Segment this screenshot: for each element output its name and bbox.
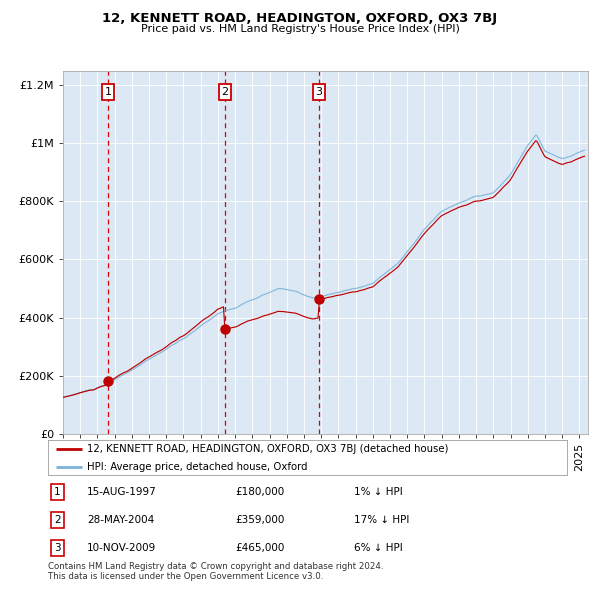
Text: 10-NOV-2009: 10-NOV-2009	[87, 543, 156, 553]
Text: £359,000: £359,000	[235, 515, 284, 525]
Text: 12, KENNETT ROAD, HEADINGTON, OXFORD, OX3 7BJ: 12, KENNETT ROAD, HEADINGTON, OXFORD, OX…	[103, 12, 497, 25]
Text: 15-AUG-1997: 15-AUG-1997	[87, 487, 157, 497]
Text: HPI: Average price, detached house, Oxford: HPI: Average price, detached house, Oxfo…	[87, 462, 307, 472]
Text: 3: 3	[315, 87, 322, 97]
Text: 6% ↓ HPI: 6% ↓ HPI	[354, 543, 403, 553]
Text: Contains HM Land Registry data © Crown copyright and database right 2024.
This d: Contains HM Land Registry data © Crown c…	[48, 562, 383, 581]
Text: 1: 1	[104, 87, 112, 97]
Text: Price paid vs. HM Land Registry's House Price Index (HPI): Price paid vs. HM Land Registry's House …	[140, 24, 460, 34]
Text: 12, KENNETT ROAD, HEADINGTON, OXFORD, OX3 7BJ (detached house): 12, KENNETT ROAD, HEADINGTON, OXFORD, OX…	[87, 444, 448, 454]
Text: £180,000: £180,000	[235, 487, 284, 497]
Text: 28-MAY-2004: 28-MAY-2004	[87, 515, 154, 525]
Text: 1: 1	[54, 487, 61, 497]
Text: 2: 2	[54, 515, 61, 525]
Text: 1% ↓ HPI: 1% ↓ HPI	[354, 487, 403, 497]
Text: 3: 3	[54, 543, 61, 553]
Text: 17% ↓ HPI: 17% ↓ HPI	[354, 515, 410, 525]
Text: £465,000: £465,000	[235, 543, 284, 553]
Text: 2: 2	[221, 87, 229, 97]
